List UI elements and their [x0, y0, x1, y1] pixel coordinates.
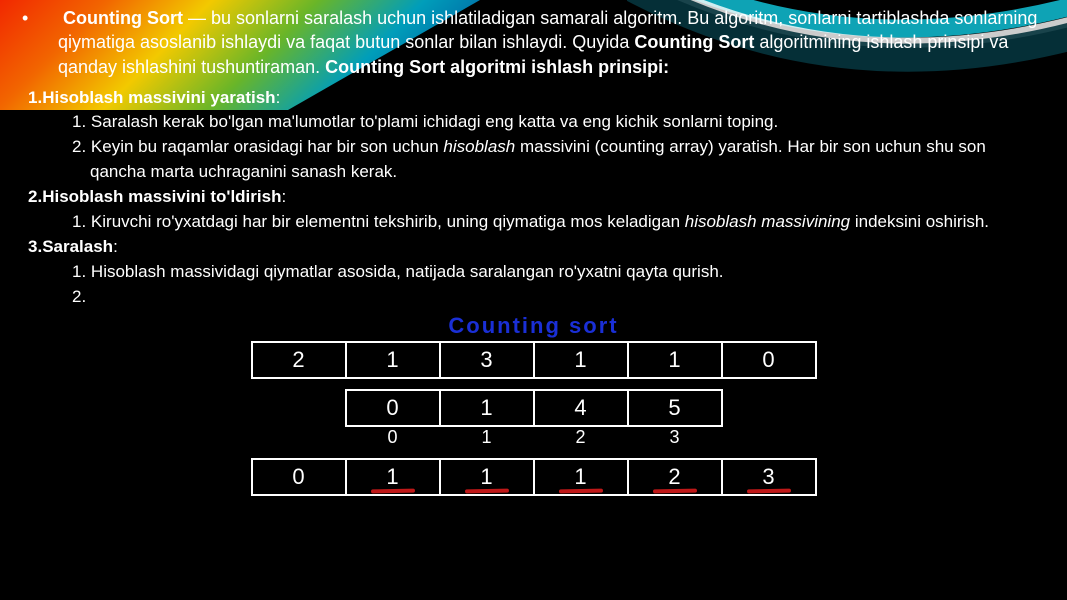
step-2-items: 1. Kiruvchi ro'yxatdagi har bir elementn…: [28, 210, 1039, 235]
item-num: 1.: [72, 112, 86, 131]
list-item: 1. Kiruvchi ro'yxatdagi har bir elementn…: [72, 210, 1039, 235]
item-num: 1.: [72, 262, 86, 281]
array-cell: 1: [439, 458, 535, 496]
index-label: 2: [533, 427, 629, 448]
intro-paragraph: • Counting Sort — bu sonlarni saralash u…: [28, 6, 1039, 79]
item-text: indeksini oshirish.: [850, 212, 989, 231]
step-3-colon: :: [113, 237, 118, 256]
item-text: Saralash kerak bo'lgan ma'lumotlar to'pl…: [91, 112, 778, 131]
array-cell: 2: [251, 341, 347, 379]
array-cell: 4: [533, 389, 629, 427]
step-3-num: 3.: [28, 237, 42, 256]
index-label: 0: [345, 427, 441, 448]
array-cell: 1: [345, 341, 441, 379]
array-cell: 3: [721, 458, 817, 496]
step-2-colon: :: [281, 187, 286, 206]
array-cell: 0: [251, 458, 347, 496]
step-1-colon: :: [276, 88, 281, 107]
list-item: 1. Saralash kerak bo'lgan ma'lumotlar to…: [72, 110, 1039, 135]
step-2-num: 2.: [28, 187, 42, 206]
intro-lead-2: Counting Sort: [634, 32, 754, 52]
item-num: 1.: [72, 212, 86, 231]
array-cell: 2: [627, 458, 723, 496]
array-cell: 1: [439, 389, 535, 427]
step-3-heading: 3.Saralash:: [28, 234, 1039, 260]
slide-content: • Counting Sort — bu sonlarni saralash u…: [0, 0, 1067, 496]
item-num: 2.: [72, 137, 86, 156]
step-1-items: 1. Saralash kerak bo'lgan ma'lumotlar to…: [28, 110, 1039, 184]
diagram-title: Counting sort: [194, 313, 874, 339]
array-cell: 1: [345, 458, 441, 496]
item-num: 2.: [72, 287, 86, 306]
index-label: 3: [627, 427, 723, 448]
intro-principle: Counting Sort algoritmi ishlash prinsipi…: [325, 57, 669, 77]
step-2-heading: 2.Hisoblash massivini to'ldirish:: [28, 184, 1039, 210]
array-cell: 1: [533, 341, 629, 379]
intro-lead: Counting Sort: [63, 8, 183, 28]
output-array-row: 0 1 1 1 2 3: [194, 458, 874, 496]
step-1-title: Hisoblash massivini yaratish: [42, 88, 275, 107]
array-cell: 0: [345, 389, 441, 427]
step-2-title: Hisoblash massivini to'ldirish: [42, 187, 281, 206]
array-cell: 1: [533, 458, 629, 496]
counting-sort-diagram: Counting sort 2 1 3 1 1 0 0 1 4 5 0 1 2 …: [194, 313, 874, 496]
step-3-items: 1. Hisoblash massividagi qiymatlar asosi…: [28, 260, 1039, 309]
input-array-row: 2 1 3 1 1 0: [194, 341, 874, 379]
array-cell: 1: [627, 341, 723, 379]
item-em: hisoblash: [443, 137, 515, 156]
count-array-indices: 0 1 2 3: [194, 427, 874, 448]
list-item: 2.: [72, 285, 1039, 310]
list-item: 2. Keyin bu raqamlar orasidagi har bir s…: [72, 135, 1039, 184]
item-em: hisoblash massivining: [685, 212, 850, 231]
index-label: 1: [439, 427, 535, 448]
bullet-icon: •: [40, 6, 58, 30]
list-item: 1. Hisoblash massividagi qiymatlar asosi…: [72, 260, 1039, 285]
step-1-num: 1.: [28, 88, 42, 107]
array-cell: 3: [439, 341, 535, 379]
count-array-row: 0 1 4 5: [194, 389, 874, 427]
item-text: Keyin bu raqamlar orasidagi har bir son …: [91, 137, 443, 156]
step-1-heading: 1.Hisoblash massivini yaratish:: [28, 85, 1039, 111]
array-cell: 5: [627, 389, 723, 427]
item-text: Kiruvchi ro'yxatdagi har bir elementni t…: [91, 212, 685, 231]
item-text: Hisoblash massividagi qiymatlar asosida,…: [91, 262, 724, 281]
step-3-title: Saralash: [42, 237, 113, 256]
array-cell: 0: [721, 341, 817, 379]
